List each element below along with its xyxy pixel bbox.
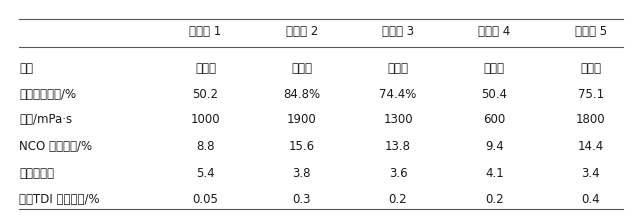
Text: 实施例 1: 实施例 1 [189, 25, 221, 38]
Text: 8.8: 8.8 [196, 140, 214, 153]
Text: 水白色: 水白色 [580, 62, 601, 76]
Text: 13.8: 13.8 [385, 140, 411, 153]
Text: 也展容容度: 也展容容度 [19, 166, 55, 180]
Text: 水白色: 水白色 [388, 62, 408, 76]
Text: 实施例 4: 实施例 4 [478, 25, 510, 38]
Text: 水白色: 水白色 [484, 62, 505, 76]
Text: 15.6: 15.6 [289, 140, 315, 153]
Text: 14.4: 14.4 [578, 140, 603, 153]
Text: 0.2: 0.2 [485, 193, 504, 206]
Text: 实施例 2: 实施例 2 [286, 25, 318, 38]
Text: 84.8%: 84.8% [283, 88, 320, 101]
Text: 50.2: 50.2 [193, 88, 218, 101]
Text: 4.1: 4.1 [485, 166, 504, 180]
Text: 3.6: 3.6 [388, 166, 408, 180]
Text: 74.4%: 74.4% [379, 88, 417, 101]
Text: 1000: 1000 [191, 113, 220, 126]
Text: 75.1: 75.1 [578, 88, 603, 101]
Text: 实施例 5: 实施例 5 [575, 25, 607, 38]
Text: 600: 600 [483, 113, 505, 126]
Text: 水白色: 水白色 [291, 62, 312, 76]
Text: 5.4: 5.4 [196, 166, 215, 180]
Text: 固体质量分数/%: 固体质量分数/% [19, 88, 76, 101]
Text: 0.4: 0.4 [581, 193, 600, 206]
Text: 0.05: 0.05 [193, 193, 218, 206]
Text: 0.2: 0.2 [388, 193, 408, 206]
Text: 1900: 1900 [287, 113, 317, 126]
Text: 外观: 外观 [19, 62, 33, 76]
Text: 50.4: 50.4 [482, 88, 507, 101]
Text: 9.4: 9.4 [485, 140, 504, 153]
Text: 实施例 3: 实施例 3 [382, 25, 414, 38]
Text: 粘度/mPa·s: 粘度/mPa·s [19, 113, 73, 126]
Text: NCO 质量分数/%: NCO 质量分数/% [19, 140, 92, 153]
Text: 1800: 1800 [576, 113, 605, 126]
Text: 3.8: 3.8 [293, 166, 311, 180]
Text: 水白色: 水白色 [195, 62, 216, 76]
Text: 1300: 1300 [383, 113, 413, 126]
Text: 3.4: 3.4 [581, 166, 600, 180]
Text: 游离TDI 质量分数/%: 游离TDI 质量分数/% [19, 193, 100, 206]
Text: 0.3: 0.3 [293, 193, 311, 206]
